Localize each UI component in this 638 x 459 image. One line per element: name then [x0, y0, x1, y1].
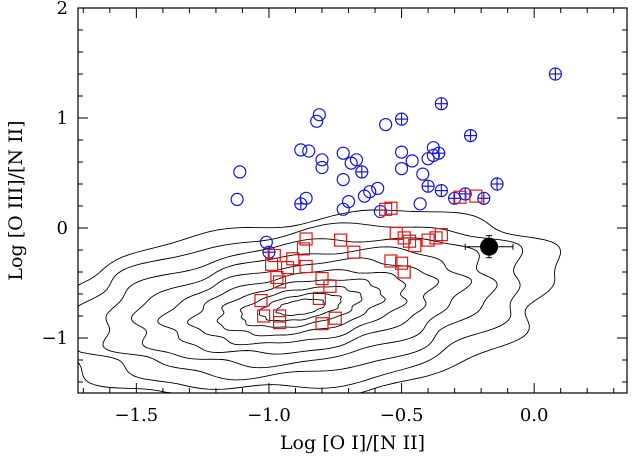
circle-point [357, 189, 372, 203]
square-point [397, 265, 411, 279]
contour-level [77, 222, 524, 390]
circle-point [413, 197, 427, 211]
circle-point [394, 162, 409, 176]
circle-point [363, 185, 377, 199]
circle-point [315, 153, 329, 167]
y-tick-label: 2 [57, 0, 68, 19]
density-contours [77, 209, 562, 394]
square-point [265, 257, 279, 271]
x-tick-labels: −1.5 −1.0 −0.5 0.0 [114, 405, 548, 426]
circle-point [233, 165, 247, 179]
square-point [347, 245, 361, 259]
circle-cross-point [394, 112, 409, 126]
circle-point [336, 173, 350, 187]
circle-cross-point [355, 165, 369, 179]
x-tick-label: −0.5 [380, 405, 424, 426]
contour-level [275, 298, 326, 317]
y-tick-label: 0 [57, 218, 68, 239]
circle-cross-point [262, 245, 276, 259]
x-tick-label: −1.5 [114, 405, 158, 426]
circle-point [336, 146, 350, 160]
y-tick-label: −1 [41, 328, 68, 349]
contour-level [239, 286, 363, 328]
square-point [270, 270, 284, 285]
y-axis-label: Log [O III]/[N II] [5, 120, 27, 280]
contour-level [216, 278, 386, 337]
circle-point [371, 181, 385, 195]
square-point [254, 294, 268, 308]
square-point [286, 252, 300, 266]
circle-point [379, 117, 393, 132]
circle-point [416, 167, 430, 181]
square-point [257, 309, 271, 323]
x-axis-label: Log [O I]/[N II] [280, 432, 425, 454]
circle-cross-point [490, 177, 504, 191]
square-point [333, 233, 348, 247]
square-point [421, 233, 435, 247]
square-point [469, 189, 483, 203]
contour-level [102, 237, 498, 381]
square-point [272, 316, 287, 330]
square-point [384, 201, 398, 215]
y-tick-label: 1 [57, 108, 68, 129]
square-point [402, 234, 417, 248]
square-point [312, 291, 326, 305]
square-point [315, 272, 329, 286]
contour-level [157, 257, 440, 355]
reference-point [464, 235, 514, 259]
contour-level [187, 269, 408, 346]
circle-cross-point [477, 191, 491, 205]
circle-cross-point [463, 129, 478, 143]
y-tick-labels: −1 0 1 2 [41, 0, 68, 349]
square-point [408, 239, 422, 253]
square-point [394, 256, 409, 270]
circle-point [294, 143, 308, 157]
circle-cross-point [458, 187, 472, 201]
square-point [389, 226, 403, 241]
circle-point [373, 204, 387, 219]
circle-point [259, 235, 273, 249]
square-point [299, 259, 313, 274]
circle-point [310, 114, 324, 128]
square-point [453, 190, 467, 204]
circle-cross-point [434, 184, 448, 198]
square-point [328, 311, 342, 325]
plot-frame [77, 7, 628, 394]
square-point [299, 232, 313, 246]
circle-point [315, 160, 329, 175]
square-point [429, 231, 443, 245]
contour-level [77, 209, 562, 394]
circle-cross-point [432, 146, 446, 160]
circle-cross-point [434, 97, 448, 111]
square-point [397, 231, 411, 245]
data-points [230, 67, 562, 331]
circle-cross-point [421, 179, 435, 193]
square-point [315, 317, 329, 331]
circle-point [230, 192, 244, 206]
square-point [434, 228, 448, 242]
circle-cross-point [294, 197, 308, 211]
circle-point [405, 154, 419, 168]
square-point [379, 202, 393, 216]
square-point [296, 242, 311, 256]
square-point [272, 275, 287, 289]
axis-ticks [78, 7, 627, 393]
square-point [280, 261, 295, 275]
contour-level [258, 292, 342, 322]
circle-point [394, 145, 409, 159]
contour-level [130, 246, 473, 369]
square-point [267, 248, 281, 263]
square-point [384, 254, 398, 268]
circle-point [349, 153, 364, 167]
circle-point [302, 144, 316, 158]
x-tick-label: 0.0 [520, 405, 549, 426]
square-point [272, 309, 287, 323]
circle-cross-point [548, 67, 562, 81]
circle-point [336, 202, 350, 216]
square-point [323, 279, 337, 293]
circle-point [312, 108, 326, 122]
x-tick-label: −1.0 [247, 405, 291, 426]
